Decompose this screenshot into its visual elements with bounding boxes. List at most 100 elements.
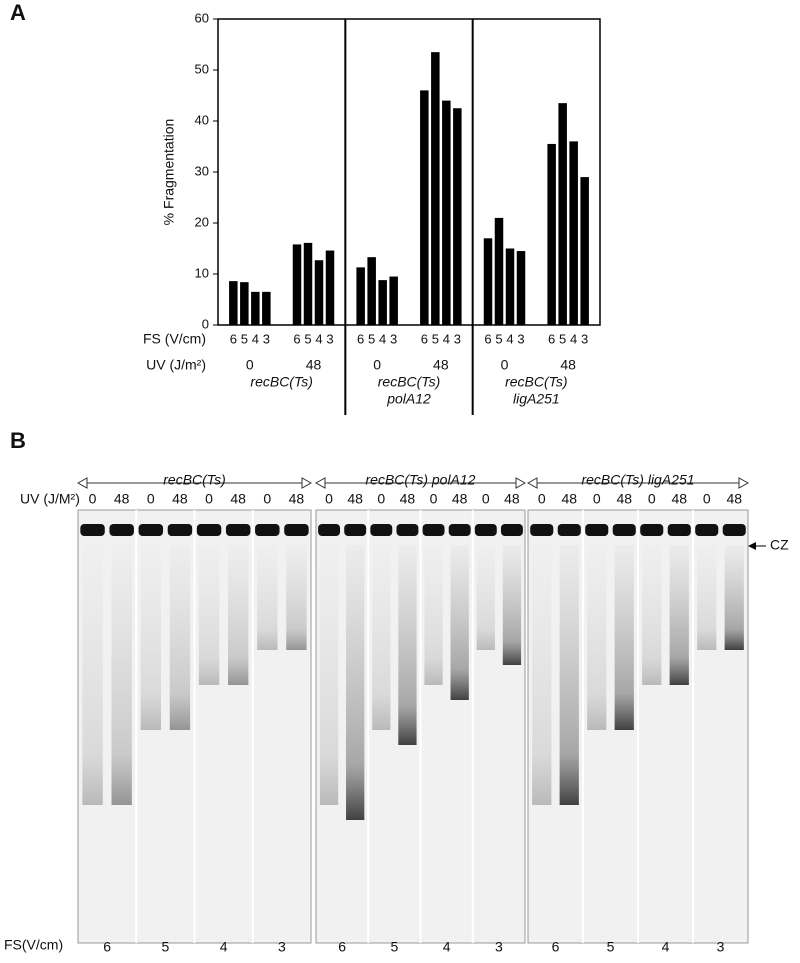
uv-label: 48 — [306, 357, 322, 373]
lane-label: 0 — [648, 491, 656, 507]
smear — [502, 545, 522, 665]
lane-label: 48 — [114, 491, 130, 507]
lane-label: 0 — [482, 491, 490, 507]
x-tick-label: 5 — [368, 331, 375, 346]
fs-label: 5 — [161, 939, 169, 955]
well-band — [370, 524, 393, 536]
x-tick-label: 5 — [241, 331, 248, 346]
fs-label: 3 — [495, 939, 503, 955]
strain-label: ligA251 — [513, 391, 560, 407]
row-label: FS (V/cm) — [143, 331, 206, 347]
well-band — [612, 524, 636, 536]
well-band — [557, 524, 581, 536]
bar — [367, 257, 376, 325]
lane-label: 48 — [230, 491, 246, 507]
smear — [669, 545, 689, 685]
x-tick-label: 6 — [293, 331, 300, 346]
smear — [372, 545, 391, 730]
bar — [505, 248, 515, 325]
row-label: FS(V/cm) — [4, 937, 63, 953]
smear — [111, 545, 132, 805]
arrowhead — [76, 477, 88, 489]
x-tick-label: 4 — [379, 331, 386, 346]
smear — [642, 545, 662, 685]
bar — [580, 177, 589, 325]
x-tick-label: 3 — [454, 331, 461, 346]
well-band — [284, 524, 309, 536]
smear — [169, 545, 191, 730]
lane-label: 48 — [726, 491, 742, 507]
well-band — [448, 524, 471, 536]
smear — [724, 545, 744, 650]
lane-label: 0 — [89, 491, 97, 507]
smear — [319, 545, 339, 805]
x-tick-label: 3 — [517, 331, 524, 346]
lane-label: 0 — [147, 491, 155, 507]
bar — [378, 280, 387, 325]
lane-label: 0 — [325, 491, 333, 507]
lane-label: 0 — [593, 491, 601, 507]
well-band — [695, 524, 719, 536]
x-tick-label: 4 — [315, 331, 322, 346]
arrowhead — [515, 477, 527, 489]
bar — [431, 52, 440, 326]
bar — [262, 291, 271, 325]
bar — [558, 103, 567, 326]
smear — [697, 545, 717, 650]
fs-label: 3 — [278, 939, 286, 955]
header-label: recBC(Ts) ligA251 — [581, 472, 694, 488]
lane-label: 0 — [430, 491, 438, 507]
smear — [559, 545, 579, 805]
smear — [614, 545, 634, 730]
smear — [257, 545, 278, 650]
uv-label: 0 — [501, 357, 509, 373]
bar — [303, 242, 313, 325]
row-label: UV (J/M²) — [20, 491, 80, 507]
lane-label: 48 — [671, 491, 687, 507]
bar — [229, 281, 238, 325]
fs-label: 5 — [390, 939, 398, 955]
plot-frame — [217, 18, 601, 326]
x-tick-label: 3 — [581, 331, 588, 346]
x-tick-label: 5 — [304, 331, 311, 346]
lane-label: 0 — [205, 491, 213, 507]
fs-label: 3 — [717, 939, 725, 955]
fs-label: 5 — [607, 939, 615, 955]
x-tick-label: 5 — [432, 331, 439, 346]
x-tick-label: 4 — [570, 331, 577, 346]
x-tick-label: 3 — [263, 331, 270, 346]
panel-label: A — [10, 0, 26, 25]
lane-label: 48 — [504, 491, 520, 507]
smear — [476, 545, 495, 650]
x-tick-label: 3 — [326, 331, 333, 346]
strain-label: recBC(Ts) — [378, 374, 441, 390]
lane-label: 48 — [616, 491, 632, 507]
well-band — [318, 524, 341, 536]
uv-label: 48 — [560, 357, 576, 373]
bar — [389, 276, 398, 325]
smear — [398, 545, 417, 745]
bar — [442, 100, 451, 325]
x-tick-label: 6 — [484, 331, 491, 346]
fs-label: 6 — [338, 939, 346, 955]
well-band — [196, 524, 222, 536]
strain-label: polA12 — [386, 391, 431, 407]
smear — [198, 545, 220, 685]
smear — [82, 545, 103, 805]
fs-label: 4 — [443, 939, 451, 955]
smear — [286, 545, 307, 650]
strain-label: recBC(Ts) — [505, 374, 568, 390]
well-band — [422, 524, 445, 536]
x-tick-label: 6 — [421, 331, 428, 346]
strain-label: recBC(Ts) — [250, 374, 313, 390]
well-band — [225, 524, 251, 536]
y-axis-label: % Fragmentation — [161, 119, 177, 226]
well-band — [640, 524, 664, 536]
header-label: recBC(Ts) polA12 — [366, 472, 476, 488]
panel-label: B — [10, 428, 26, 453]
well-band — [396, 524, 419, 536]
bar — [292, 244, 302, 325]
uv-label: 0 — [373, 357, 381, 373]
x-tick-label: 3 — [390, 331, 397, 346]
